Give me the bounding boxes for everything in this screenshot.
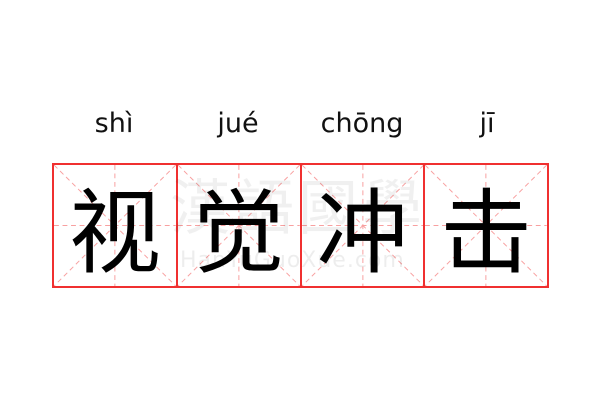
hanzi: 视 (68, 180, 161, 287)
guide-lines (54, 165, 176, 286)
guide-lines (425, 165, 547, 286)
character-cell: 冲 (301, 165, 426, 287)
character-cell: 击 (425, 165, 547, 287)
guide-lines (177, 165, 300, 286)
pinyin-1: shì (94, 108, 134, 139)
character-grid: 视 觉 冲 击 (52, 163, 549, 288)
pinyin-3: chōng (320, 108, 404, 139)
hanzi: 觉 (192, 180, 285, 287)
hanzi: 冲 (316, 180, 409, 287)
pinyin-4: jī (479, 108, 495, 139)
character-cell: 视 (54, 165, 178, 287)
character-cell: 觉 (177, 165, 302, 287)
guide-lines (301, 165, 424, 286)
pinyin-2: jué (217, 108, 259, 139)
hanzi: 击 (440, 180, 533, 287)
